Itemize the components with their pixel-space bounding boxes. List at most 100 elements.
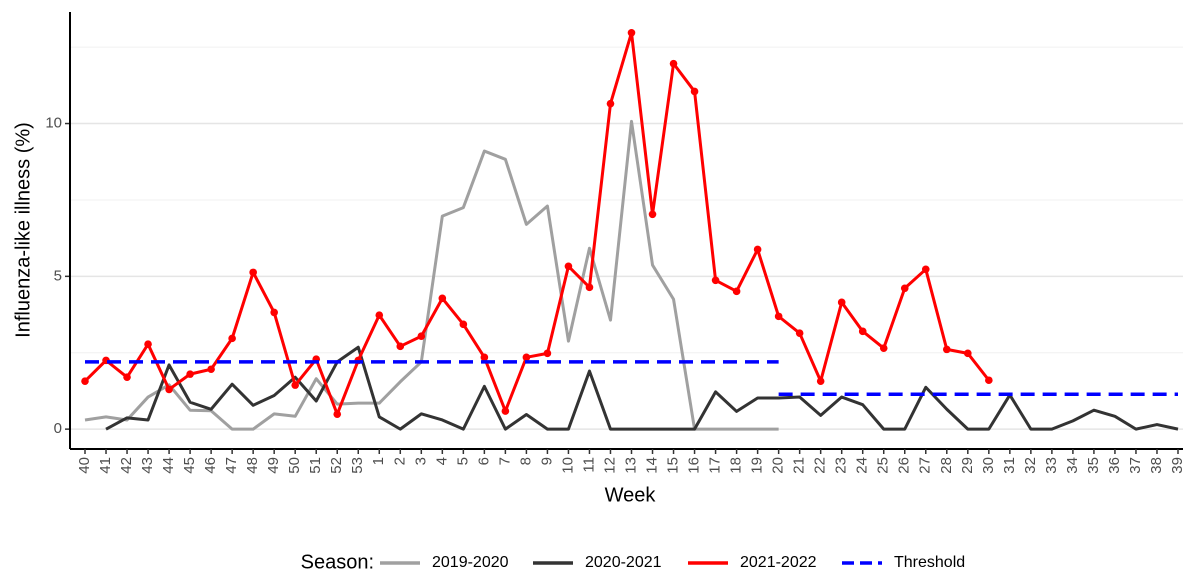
x-tick-label: 33	[1043, 457, 1060, 474]
x-tick-label: 35	[1085, 457, 1102, 474]
x-tick-label: 14	[643, 457, 660, 474]
series-point	[711, 276, 720, 285]
x-tick-label: 22	[812, 457, 829, 474]
x-tick-label: 52	[328, 457, 345, 474]
series-point	[417, 332, 426, 341]
series-point	[564, 262, 573, 271]
x-tick-label: 2	[391, 457, 408, 465]
x-tick-label: 48	[244, 457, 261, 474]
series-point	[249, 268, 257, 277]
x-tick-label: 1	[370, 457, 387, 465]
x-tick-label: 34	[1064, 457, 1081, 474]
x-tick-label: 9	[538, 457, 555, 465]
x-tick-label: 16	[686, 457, 703, 474]
x-tick-label: 27	[917, 457, 934, 474]
series-point	[81, 377, 89, 385]
series-point	[123, 373, 131, 381]
x-tick-label: 24	[854, 457, 871, 474]
series-point	[522, 353, 531, 362]
x-tick-label: 25	[875, 457, 892, 474]
series-point	[648, 210, 657, 219]
x-tick-label: 17	[707, 457, 724, 474]
x-tick-label: 19	[749, 457, 766, 474]
series-point	[333, 410, 342, 418]
series-point	[291, 381, 299, 389]
x-tick-label: 13	[622, 457, 639, 474]
series-point	[585, 283, 594, 292]
series-point	[964, 349, 972, 358]
x-tick-label: 44	[160, 457, 177, 474]
x-tick-label: 4	[433, 457, 450, 465]
series-point	[879, 344, 888, 352]
series-point	[985, 376, 993, 385]
x-tick-label: 26	[896, 457, 913, 474]
x-tick-label: 40	[76, 457, 93, 474]
series-point	[774, 312, 783, 321]
series-point	[732, 287, 741, 296]
series-point	[207, 365, 215, 374]
series-point	[858, 327, 867, 336]
legend-label: 2020-2021	[585, 554, 662, 571]
y-tick-label: 10	[45, 115, 62, 132]
x-tick-label: 53	[349, 457, 366, 474]
x-tick-label: 6	[475, 457, 492, 465]
series-point	[921, 265, 930, 274]
series-point	[837, 298, 846, 307]
series-point	[396, 342, 405, 351]
x-tick-label: 45	[181, 457, 198, 474]
x-tick-label: 42	[118, 457, 135, 474]
x-tick-label: 46	[202, 457, 219, 474]
x-tick-label: 30	[980, 457, 997, 474]
x-tick-label: 20	[770, 457, 787, 474]
series-point	[459, 320, 468, 329]
x-tick-label: 8	[517, 457, 534, 465]
y-tick-label: 5	[54, 267, 62, 284]
x-tick-label: 23	[833, 457, 850, 474]
series-point	[795, 329, 804, 337]
x-tick-label: 5	[454, 457, 471, 465]
y-tick-label: 0	[54, 420, 62, 437]
series-point	[165, 385, 173, 394]
series-point	[690, 87, 699, 96]
x-tick-label: 29	[959, 457, 976, 474]
x-tick-label: 37	[1127, 457, 1144, 474]
y-axis-title: Influenza-like illness (%)	[12, 122, 34, 338]
series-point	[186, 370, 194, 378]
x-tick-label: 31	[1001, 457, 1018, 474]
x-tick-label: 50	[286, 457, 303, 474]
series-point	[669, 59, 678, 68]
series-line	[83, 31, 991, 416]
x-tick-label: 15	[665, 457, 682, 474]
x-tick-label: 39	[1169, 457, 1183, 474]
series-point	[480, 353, 489, 362]
x-tick-label: 36	[1106, 457, 1123, 474]
x-tick-label: 38	[1148, 457, 1165, 474]
x-tick-label: 21	[791, 457, 808, 474]
series-point	[270, 308, 278, 317]
series-point	[375, 311, 384, 319]
legend-label: 2019-2020	[432, 554, 509, 571]
series-point	[900, 284, 909, 293]
series-line	[105, 345, 1179, 431]
x-tick-label: 51	[307, 457, 324, 474]
series-point	[543, 349, 552, 358]
series-line	[84, 119, 779, 431]
series-point	[438, 294, 447, 303]
x-tick-label: 28	[938, 457, 955, 474]
legend-title: Season:	[301, 551, 374, 572]
series-point	[228, 334, 236, 343]
x-tick-label: 43	[139, 457, 156, 474]
x-tick-label: 41	[97, 457, 114, 474]
series-point	[144, 340, 152, 348]
x-tick-label: 32	[1022, 457, 1039, 474]
x-tick-label: 49	[265, 457, 282, 474]
x-tick-label: 47	[223, 457, 240, 474]
x-tick-label: 11	[580, 457, 597, 473]
legend-label: 2021-2022	[740, 554, 817, 571]
x-tick-label: 18	[728, 457, 745, 474]
x-tick-label: 3	[412, 457, 429, 465]
x-tick-label: 10	[559, 457, 576, 474]
series-point	[627, 28, 636, 37]
x-tick-label: 7	[496, 457, 513, 465]
